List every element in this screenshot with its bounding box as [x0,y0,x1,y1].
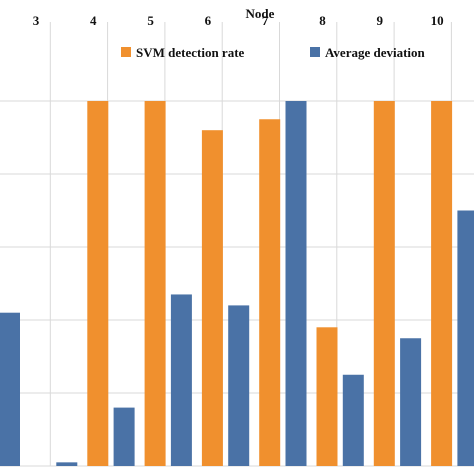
bar-svm-detection-rate-node-4 [87,101,109,466]
x-tick-label-6: 6 [205,13,212,28]
bar-average-deviation-node-9 [342,374,364,466]
x-tick-label-7: 7 [262,13,269,28]
legend: SVM detection rate Average deviation [121,45,426,60]
bar-svm-detection-rate-node-6 [201,130,223,466]
bars [0,101,474,466]
bar-svm-detection-rate-node-7 [259,119,281,466]
x-tick-label-10: 10 [431,13,444,28]
bar-average-deviation-node-10 [400,338,422,466]
bar-svm-detection-rate-node-8 [316,327,338,466]
bar-average-deviation-node-3 [0,312,20,466]
x-tick-label-8: 8 [319,13,326,28]
legend-swatch-svm-detection-rate [121,47,131,57]
bar-average-deviation-node-6 [170,294,192,466]
x-tick-label-4: 4 [90,13,97,28]
bar-average-deviation-node-4 [56,462,78,466]
legend-label-svm-detection-rate: SVM detection rate [136,45,245,60]
bar-svm-detection-rate-node-9 [373,101,395,466]
x-tick-label-3: 3 [33,13,40,28]
bar-svm-detection-rate-node-10 [431,101,453,466]
bar-average-deviation-node-11 [457,210,474,466]
bar-svm-detection-rate-node-5 [144,101,166,466]
bar-average-deviation-node-7 [228,305,250,466]
legend-label-average-deviation: Average deviation [325,45,426,60]
x-axis-title: Node [246,6,275,21]
legend-swatch-average-deviation [310,47,320,57]
x-tick-label-9: 9 [377,13,384,28]
bar-average-deviation-node-5 [113,407,135,466]
x-tick-labels: 34567891011 [33,13,444,28]
bar-average-deviation-node-8 [285,101,307,466]
x-tick-label-5: 5 [147,13,154,28]
